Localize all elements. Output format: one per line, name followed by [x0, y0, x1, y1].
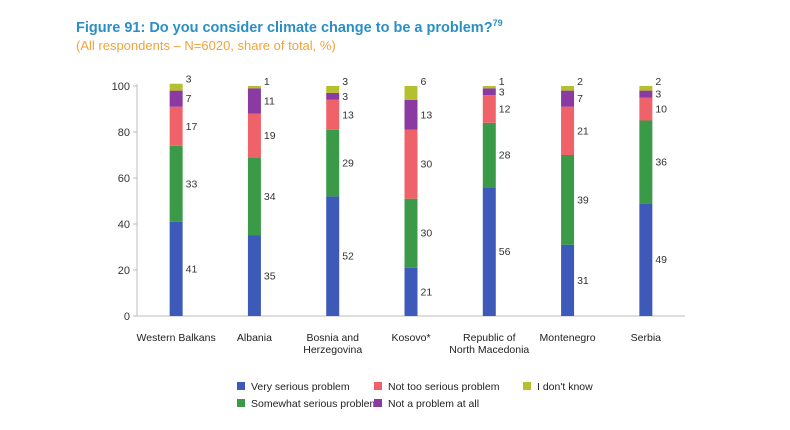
category-label: Montenegro [540, 332, 596, 344]
bar-segment [482, 122, 496, 188]
data-label: 10 [655, 104, 667, 116]
y-tick-label: 60 [118, 173, 130, 185]
bar-segment [482, 88, 496, 96]
data-label: 3 [186, 74, 192, 86]
category-label: Western Balkans [137, 332, 216, 344]
data-label: 3 [342, 91, 348, 103]
data-label: 2 [577, 76, 583, 88]
bar-segment [482, 95, 496, 123]
bar-segment [169, 90, 183, 107]
data-label: 13 [421, 109, 433, 121]
bar-segment [639, 97, 653, 121]
data-label: 1 [499, 76, 505, 88]
bar-segment [169, 221, 183, 316]
data-label: 49 [655, 254, 667, 266]
data-label: 29 [342, 158, 354, 170]
bar-segment [404, 99, 418, 130]
data-label: 2 [655, 76, 661, 88]
data-label: 30 [421, 228, 433, 240]
category-label: North Macedonia [449, 344, 529, 356]
bar-segment [639, 90, 653, 98]
data-label: 17 [186, 121, 198, 133]
data-label: 36 [655, 156, 667, 168]
data-label: 39 [577, 194, 589, 206]
data-label: 56 [499, 246, 511, 258]
bar-segment [326, 92, 340, 100]
data-label: 7 [577, 93, 583, 105]
data-label: 21 [421, 286, 433, 298]
bar-segment [404, 198, 418, 268]
data-label: 7 [186, 93, 192, 105]
data-label: 35 [264, 270, 276, 282]
legend-label: I don't know [537, 381, 593, 393]
legend-swatch [237, 399, 245, 407]
data-label: 6 [421, 76, 427, 88]
category-label: Republic of [463, 332, 516, 344]
bar-segment [247, 88, 261, 114]
category-label: Kosovo* [391, 332, 430, 344]
data-label: 19 [264, 130, 276, 142]
legend-label: Very serious problem [251, 381, 350, 393]
data-label: 34 [264, 191, 276, 203]
data-label: 21 [577, 125, 589, 137]
legend-swatch [523, 382, 531, 390]
y-tick-label: 20 [118, 265, 130, 277]
bar-segment [639, 120, 653, 204]
title-footnote-ref: 79 [492, 18, 503, 28]
bar-segment [561, 106, 575, 155]
bar-segment [639, 86, 653, 91]
chart-title: Figure 91: Do you consider climate chang… [76, 18, 503, 36]
data-label: 13 [342, 109, 354, 121]
data-label: 31 [577, 275, 589, 287]
bar-segment [326, 86, 340, 93]
data-label: 33 [186, 178, 198, 190]
legend-label: Somewhat serious problem [251, 398, 378, 410]
data-label: 1 [264, 76, 270, 88]
bar-segment [404, 267, 418, 316]
bar-segment [169, 145, 183, 222]
legend-label: Not too serious problem [388, 381, 500, 393]
data-label: 12 [499, 104, 511, 116]
data-label: 52 [342, 251, 354, 263]
legend-swatch [374, 399, 382, 407]
bar-segment [247, 235, 261, 316]
bar-segment [404, 129, 418, 199]
bar-segment [404, 86, 418, 100]
bar-segment [639, 203, 653, 316]
bar-segment [561, 86, 575, 91]
y-tick-label: 40 [118, 219, 130, 231]
legend-swatch [374, 382, 382, 390]
legend-label: Not a problem at all [388, 398, 479, 410]
bar-segment [247, 113, 261, 158]
bar-segment [561, 155, 575, 245]
legend-swatch [237, 382, 245, 390]
chart-subtitle: (All respondents – N=6020, share of tota… [76, 38, 336, 53]
bar-segment [169, 83, 183, 91]
data-label: 3 [655, 89, 661, 101]
bar-segment [326, 129, 340, 197]
category-label: Bosnia and [306, 332, 359, 344]
bar-segment [247, 157, 261, 236]
data-label: 28 [499, 150, 511, 162]
bar-segment [482, 86, 496, 89]
bar-segment [247, 86, 261, 89]
category-label: Albania [237, 332, 272, 344]
y-tick-label: 100 [112, 81, 130, 93]
bar-segment [169, 106, 183, 146]
data-label: 41 [186, 263, 198, 275]
bar-segment [326, 99, 340, 130]
data-label: 3 [499, 86, 505, 98]
bar-segment [561, 244, 575, 316]
bar-segment [482, 187, 496, 316]
y-tick-label: 0 [124, 311, 130, 323]
bar-segment [326, 196, 340, 316]
bar-segment [561, 90, 575, 107]
category-label: Herzegovina [303, 344, 362, 356]
data-label: 3 [342, 76, 348, 88]
data-label: 11 [264, 95, 275, 107]
data-label: 30 [421, 159, 433, 171]
category-label: Serbia [631, 332, 662, 344]
y-tick-label: 80 [118, 127, 130, 139]
